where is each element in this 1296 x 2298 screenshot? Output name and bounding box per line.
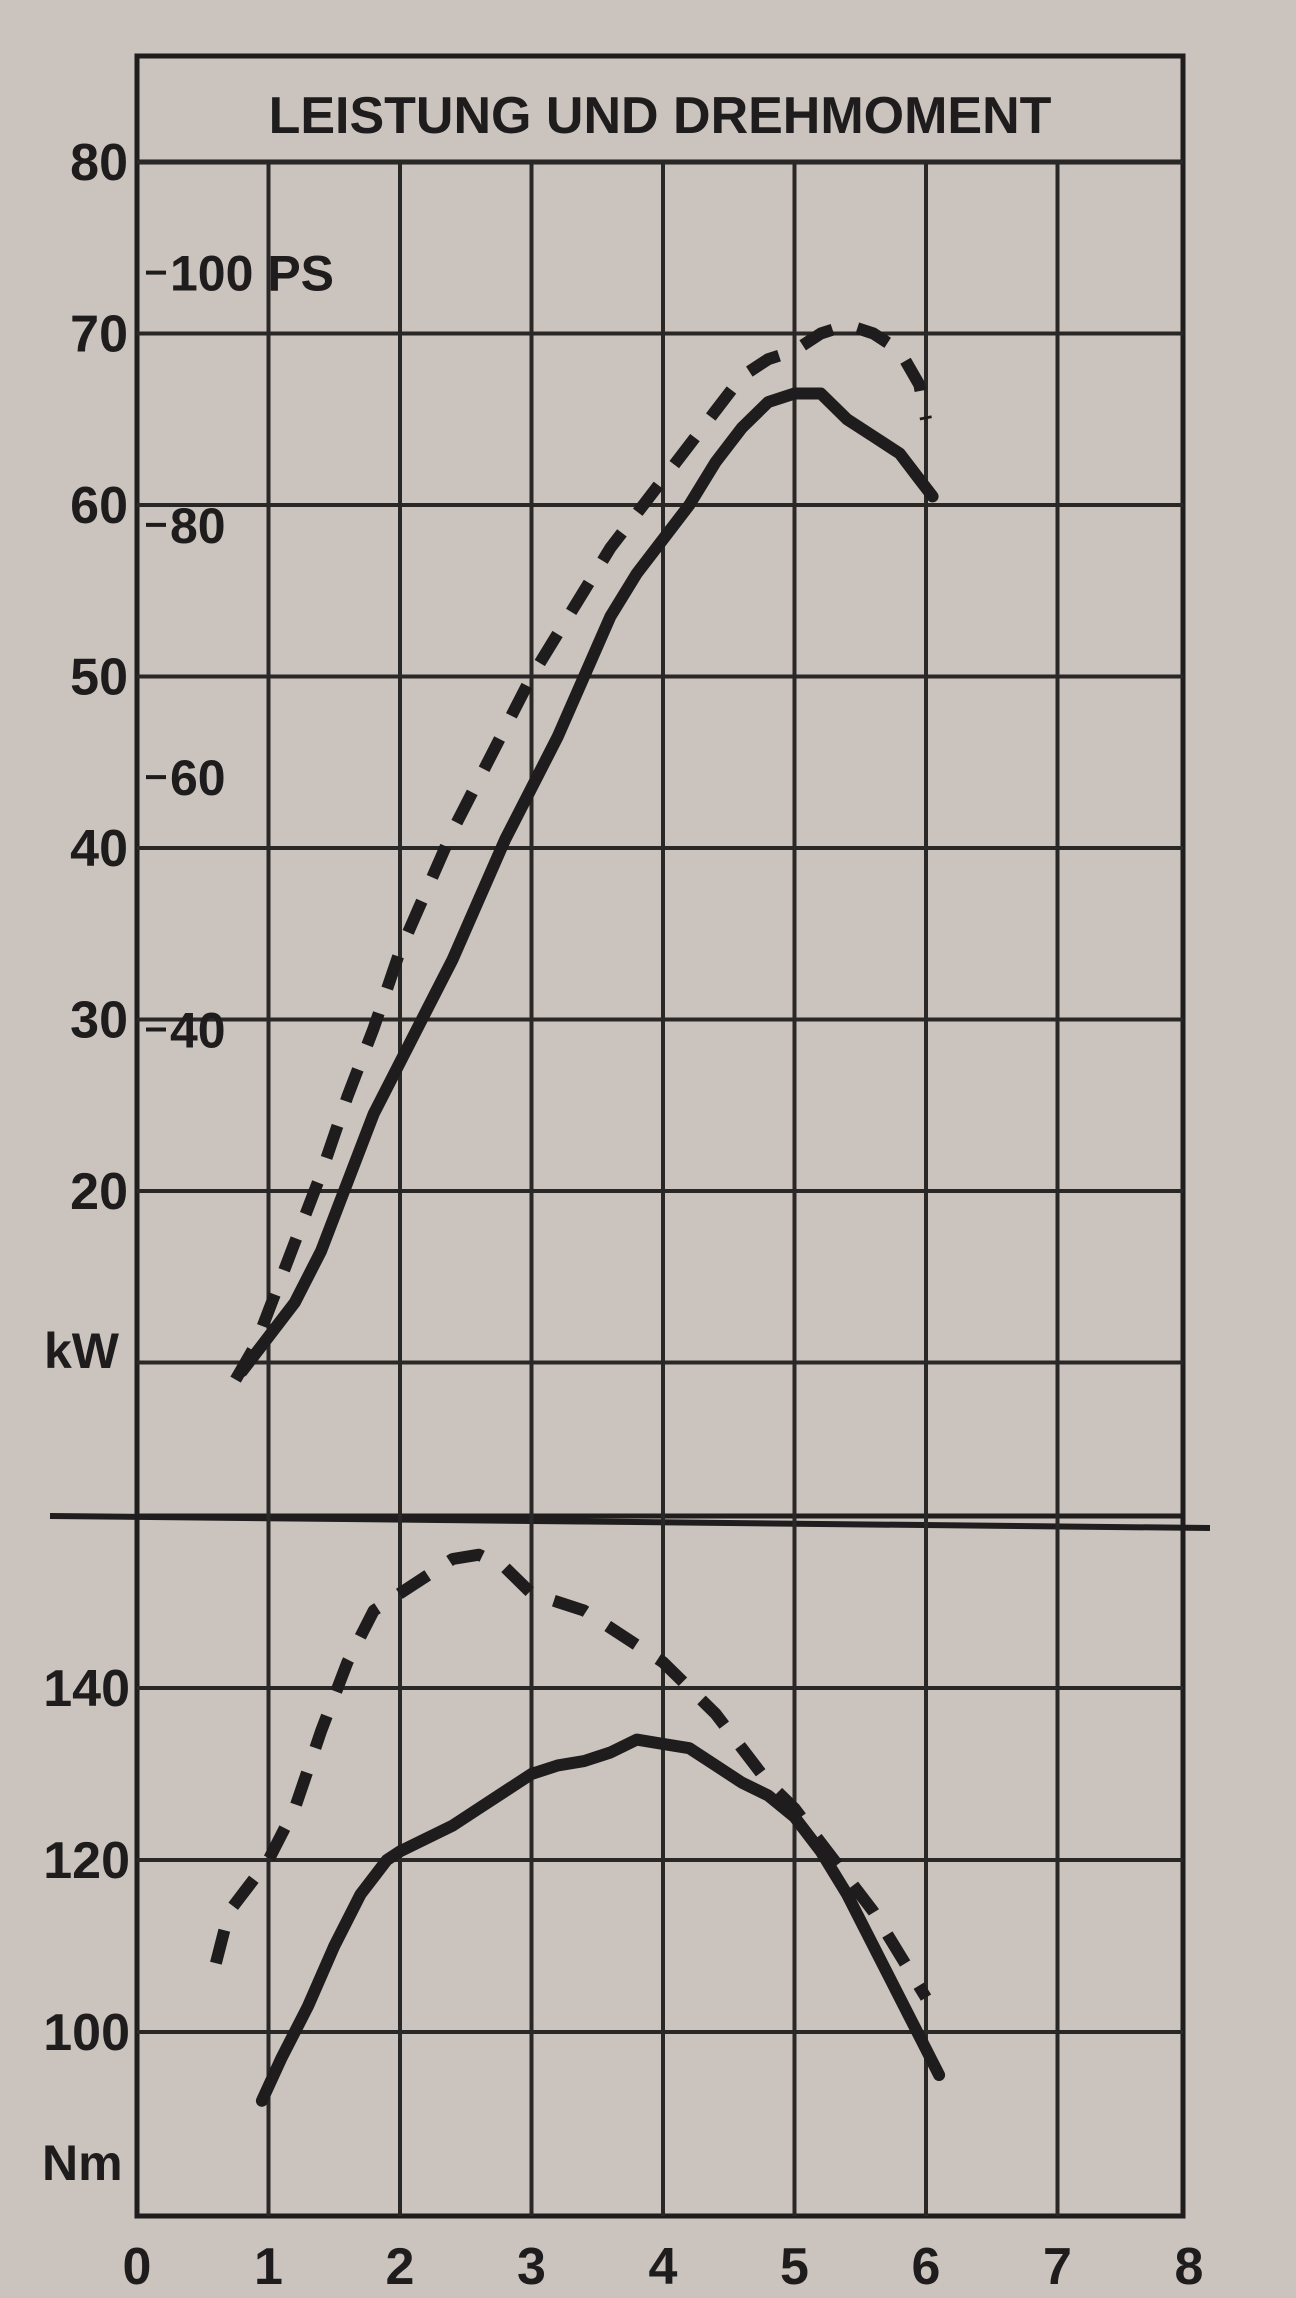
axis-labels: 80 70 60 50 40 30 20 100 PS 80 60 40 140 120 100 0 1 2 3 4… xyxy=(43,134,1203,2296)
x-tick-label: 5 xyxy=(780,2238,809,2296)
kw-tick-label: 20 xyxy=(70,1163,128,1221)
x-tick-label: 8 xyxy=(1175,2238,1204,2296)
kw-tick-label: 60 xyxy=(70,477,128,535)
x-tick-label: 0 xyxy=(123,2238,152,2296)
x-tick-label: 3 xyxy=(517,2238,546,2296)
power-dashed-curve xyxy=(230,318,932,1383)
torque-axis-unit-label: Nm xyxy=(42,2135,123,2191)
x-tick-label: 6 xyxy=(912,2238,941,2296)
x-tick-label: 1 xyxy=(254,2238,283,2296)
torque-panel-frame xyxy=(134,1513,1186,2219)
torque-solid-curve xyxy=(255,1733,946,2107)
nm-tick-label: 100 xyxy=(43,2004,130,2062)
nm-tick-label: 120 xyxy=(43,1832,130,1890)
kw-tick-label: 80 xyxy=(70,134,128,192)
ps-tick-label: 40 xyxy=(170,1002,226,1058)
ps-tick-label: 60 xyxy=(170,750,226,806)
torque-dashed-curve xyxy=(210,1548,932,2001)
kw-tick-label: 40 xyxy=(70,820,128,878)
kw-tick-label: 30 xyxy=(70,992,128,1050)
ps-tick-label: 100 PS xyxy=(170,246,334,302)
grid-lines xyxy=(137,160,1183,2216)
x-tick-label: 2 xyxy=(386,2238,415,2296)
power-axis-unit-label: kW xyxy=(44,1323,120,1379)
nm-tick-label: 140 xyxy=(43,1660,130,1718)
power-solid-curve xyxy=(236,387,939,1378)
ps-tick-label: 80 xyxy=(170,498,226,554)
x-tick-label: 4 xyxy=(649,2238,678,2296)
chart-title: LEISTUNG UND DREHMOMENT xyxy=(269,87,1052,145)
x-tick-label: 7 xyxy=(1043,2238,1072,2296)
kw-tick-label: 70 xyxy=(70,306,128,364)
kw-tick-label: 50 xyxy=(70,649,128,707)
series-lines xyxy=(210,318,946,2107)
